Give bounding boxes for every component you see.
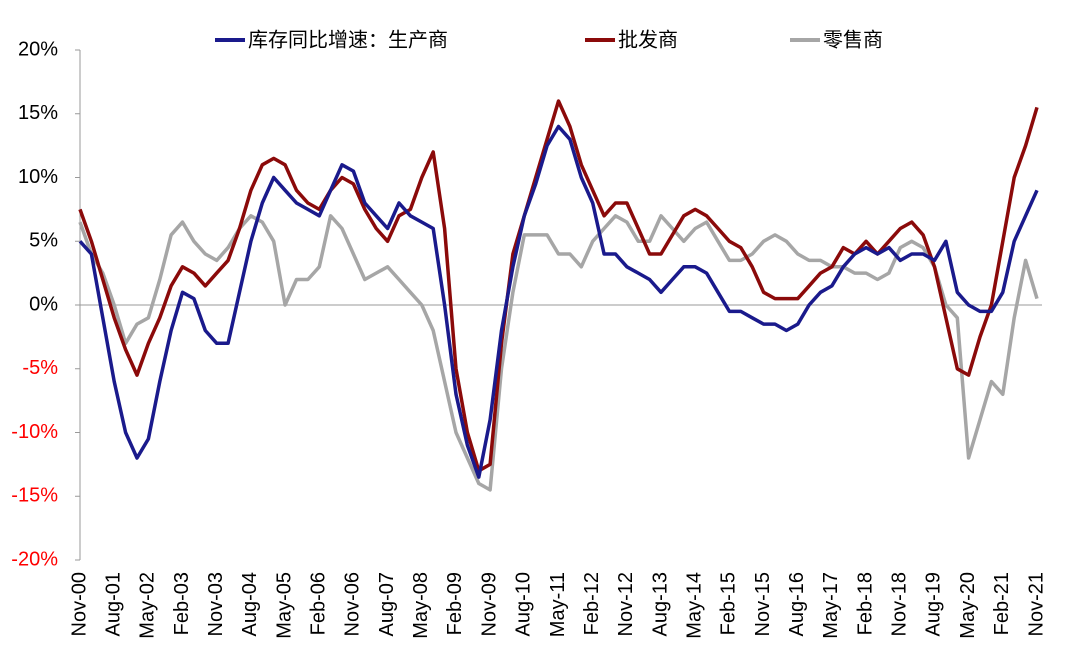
- x-tick-label: Aug-10: [513, 572, 535, 637]
- y-tick-label: -5%: [22, 357, 58, 379]
- x-tick-label: May-05: [273, 572, 295, 639]
- x-tick-label: Aug-01: [102, 572, 124, 637]
- legend-label: 零售商: [823, 28, 883, 51]
- x-tick-label: May-08: [410, 572, 432, 639]
- x-tick-label: Feb-12: [581, 572, 603, 635]
- series-line: [78, 124, 1039, 479]
- x-tick-label: Nov-15: [752, 572, 774, 636]
- x-tick-label: May-02: [137, 572, 159, 639]
- series-line: [78, 214, 1039, 492]
- series-line: [78, 99, 1039, 473]
- x-tick-label: Aug-04: [239, 572, 261, 637]
- x-tick-label: Nov-18: [889, 572, 911, 636]
- legend-label: 批发商: [618, 28, 678, 51]
- x-tick-label: May-14: [683, 572, 705, 639]
- y-tick-label: -20%: [11, 548, 58, 570]
- x-tick-label: Nov-09: [478, 572, 500, 636]
- x-tick-label: Feb-03: [171, 572, 193, 635]
- x-tick-label: Feb-09: [444, 572, 466, 635]
- x-tick-label: Feb-21: [991, 572, 1013, 635]
- x-tick-label: May-17: [820, 572, 842, 639]
- x-tick-label: Nov-06: [342, 572, 364, 636]
- x-tick-label: Nov-21: [1025, 572, 1047, 636]
- y-tick-label: 0%: [29, 293, 58, 315]
- x-tick-label: Feb-06: [308, 572, 330, 635]
- x-tick-label: Nov-00: [68, 572, 90, 636]
- y-tick-label: 10%: [18, 166, 58, 188]
- x-tick-label: May-11: [547, 572, 569, 637]
- x-tick-label: Aug-16: [786, 572, 808, 637]
- legend-label: 库存同比增速：生产商: [248, 28, 448, 51]
- x-tick-label: Feb-15: [718, 572, 740, 635]
- y-tick-label: 15%: [18, 102, 58, 124]
- x-tick-label: May-20: [957, 572, 979, 639]
- x-tick-label: Feb-18: [854, 572, 876, 635]
- x-tick-label: Nov-03: [205, 572, 227, 636]
- y-tick-label: -10%: [11, 421, 58, 443]
- y-tick-label: 20%: [18, 38, 58, 60]
- y-tick-label: 5%: [29, 230, 58, 252]
- y-tick-label: -15%: [11, 485, 58, 507]
- x-tick-label: Aug-07: [376, 572, 398, 637]
- x-tick-label: Nov-12: [615, 572, 637, 636]
- x-tick-label: Aug-13: [649, 572, 671, 637]
- x-tick-label: Aug-19: [923, 572, 945, 637]
